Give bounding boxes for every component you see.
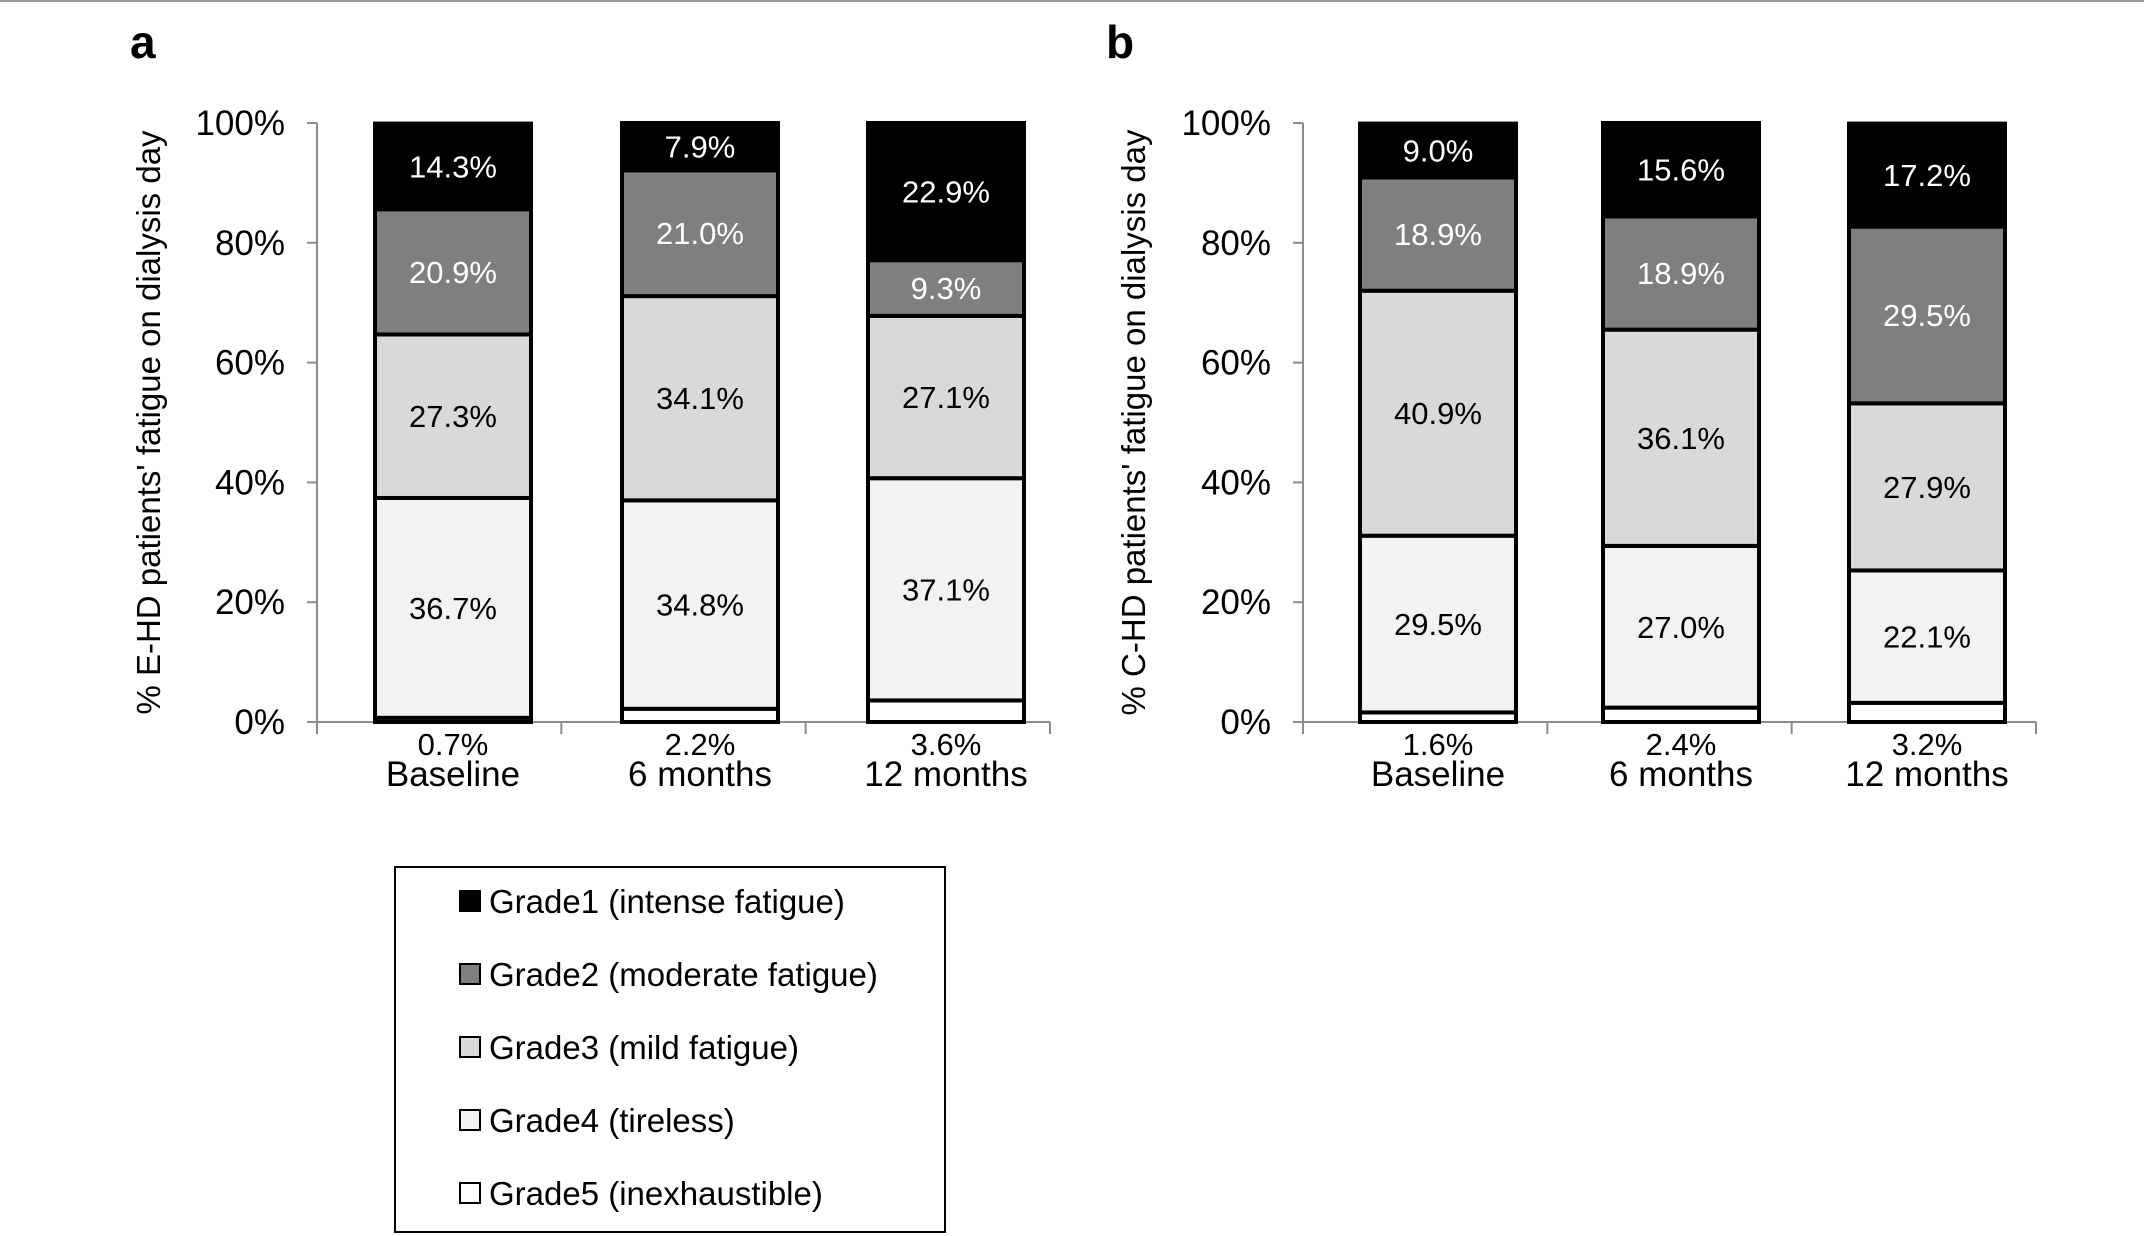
legend-label: Grade3 (mild fatigue) xyxy=(489,1029,799,1066)
panel-a-y-axis-title: % E-HD patients' fatigue on dialysis day xyxy=(130,130,167,715)
panel-a-bar-segment xyxy=(373,332,533,500)
panel-b-y-tick-label: 100% xyxy=(1181,104,1271,143)
panel-a-y-tick-label: 0% xyxy=(234,703,285,742)
panel-a-category-label: 6 months xyxy=(628,755,772,794)
legend-swatch xyxy=(459,1036,481,1058)
panel-b-y-tick-label: 40% xyxy=(1201,463,1271,502)
panel-a-bar-segment xyxy=(373,121,533,212)
panel-a-y-tick-label: 100% xyxy=(195,104,285,143)
panel-a-bar-segment xyxy=(620,121,780,173)
panel-b-y-tick-label: 60% xyxy=(1201,344,1271,383)
panel-a-y-tick-label: 20% xyxy=(215,583,285,622)
legend-swatch xyxy=(459,1109,481,1131)
panel-letter-b: b xyxy=(1106,16,1134,68)
legend-label: Grade5 (inexhaustible) xyxy=(489,1175,823,1212)
legend: Grade1 (intense fatigue) Grade2 (moderate… xyxy=(394,866,946,1233)
panel-a-data-label: 2.2% xyxy=(665,727,736,762)
panel-b-y-tick-label: 20% xyxy=(1201,583,1271,622)
panel-b-bar-segment xyxy=(1358,533,1518,715)
legend-label: Grade4 (tireless) xyxy=(489,1102,735,1139)
panel-a-data-label: 27.1% xyxy=(902,380,990,415)
panel-b-bar-segment xyxy=(1601,214,1761,332)
panel-b-y-tick-label: 80% xyxy=(1201,224,1271,263)
panel-b-data-label: 27.0% xyxy=(1637,610,1725,645)
panel-b-data-label: 18.9% xyxy=(1394,217,1482,252)
panel-b-y-tick-label: 0% xyxy=(1220,703,1271,742)
panel-b-category-label: 12 months xyxy=(1845,755,2008,794)
panel-a-data-label: 21.0% xyxy=(656,216,744,251)
panel-b-bar-segment xyxy=(1847,568,2007,705)
panel-a-bar-segment xyxy=(866,476,1026,703)
chart-panel-b: 0% 20% 40% 60% 80% 100% % C-HD patients' fatig… xyxy=(1115,104,2037,794)
panel-b-bar-segment xyxy=(1601,705,1761,725)
panel-a-data-label: 27.3% xyxy=(409,399,497,434)
panel-a-category-label: Baseline xyxy=(386,755,520,794)
panel-a-bar-segment xyxy=(866,258,1026,318)
panel-letter-a: a xyxy=(130,16,156,68)
panel-b-data-label: 9.0% xyxy=(1403,134,1474,169)
panel-a-data-label: 3.6% xyxy=(911,727,982,762)
panel-b-data-label: 22.1% xyxy=(1883,620,1971,655)
panel-b-bar-segment xyxy=(1358,175,1518,293)
legend-swatch xyxy=(459,890,481,912)
panel-a-data-label: 36.7% xyxy=(409,591,497,626)
panel-b-data-label: 15.6% xyxy=(1637,153,1725,188)
panel-b-bar-segment xyxy=(1847,121,2007,229)
panel-b-data-label: 40.9% xyxy=(1394,396,1482,431)
panel-a-data-label: 34.8% xyxy=(656,588,744,623)
figure-top-rule xyxy=(0,0,2144,2)
panel-a-category-label: 12 months xyxy=(864,755,1027,794)
panel-b-bar-segment xyxy=(1847,700,2007,724)
panel-a-bar-segment xyxy=(866,698,1026,724)
panel-b-data-label: 29.5% xyxy=(1883,298,1971,333)
panel-a-bar-segment xyxy=(373,495,533,720)
panel-b-bar-segment xyxy=(1601,121,1761,219)
panel-b-category-label: Baseline xyxy=(1371,755,1505,794)
legend-swatch xyxy=(459,963,481,985)
panel-a-data-label: 34.1% xyxy=(656,381,744,416)
legend-swatch xyxy=(459,1182,481,1204)
panel-a-bar-segment xyxy=(620,168,780,299)
panel-b-data-label: 27.9% xyxy=(1883,470,1971,505)
chart-panel-a: 0% 20% 40% 60% 80% 100% % E-HD patients' fatig… xyxy=(130,104,1051,794)
legend-label: Grade1 (intense fatigue) xyxy=(489,883,845,920)
panel-a-data-label: 9.3% xyxy=(911,271,982,306)
panel-b-data-label: 3.2% xyxy=(1892,727,1963,762)
panel-a-data-label: 7.9% xyxy=(665,130,736,165)
panel-b-category-label: 6 months xyxy=(1609,755,1753,794)
panel-b-data-label: 36.1% xyxy=(1637,421,1725,456)
panel-b-data-label: 2.4% xyxy=(1646,727,1717,762)
panel-a-bar-segment xyxy=(866,121,1026,263)
panel-a-bar-segment xyxy=(620,294,780,503)
panel-a-data-label: 22.9% xyxy=(902,175,990,210)
panel-a-data-label: 0.7% xyxy=(418,727,489,762)
panel-b-bar-segment xyxy=(1358,121,1518,180)
panel-a-data-label: 20.9% xyxy=(409,255,497,290)
panel-b-data-label: 17.2% xyxy=(1883,158,1971,193)
panel-b-data-label: 29.5% xyxy=(1394,607,1482,642)
panel-b-data-label: 18.9% xyxy=(1637,256,1725,291)
panel-a-bar-segment xyxy=(866,313,1026,481)
panel-b-bar-segment xyxy=(1601,543,1761,710)
panel-b-data-label: 1.6% xyxy=(1403,727,1474,762)
legend-label: Grade2 (moderate fatigue) xyxy=(489,956,878,993)
panel-a-bar-segment xyxy=(620,498,780,711)
panel-a-y-tick-label: 60% xyxy=(215,344,285,383)
panel-b-y-axis-title: % C-HD patients' fatigue on dialysis day xyxy=(1115,129,1152,715)
panel-a-data-label: 14.3% xyxy=(409,149,497,184)
panel-a-data-label: 37.1% xyxy=(902,572,990,607)
panel-a-y-tick-label: 80% xyxy=(215,224,285,263)
legend-box xyxy=(394,866,946,1233)
panel-a-y-tick-label: 40% xyxy=(215,463,285,502)
